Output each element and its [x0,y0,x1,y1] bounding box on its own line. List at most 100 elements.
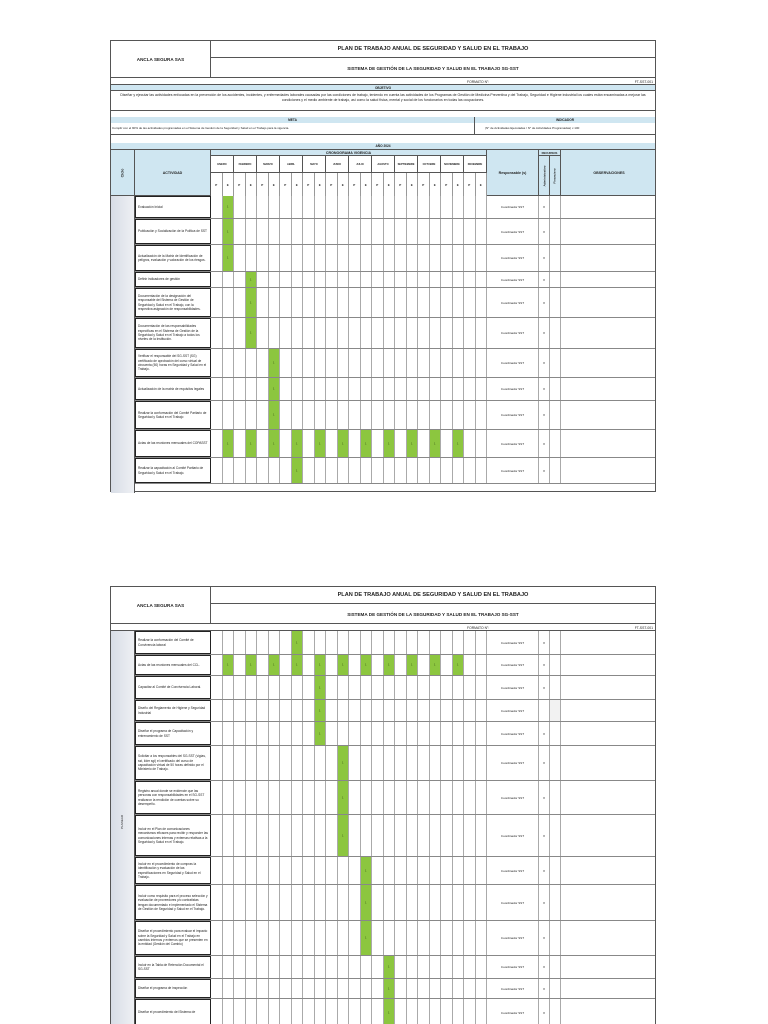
schedule-cell [315,781,326,814]
schedule-cell [303,700,315,721]
schedule-cell [211,746,223,780]
schedule-cell [303,956,315,978]
responsable-cell: Coordinador SST [487,781,539,814]
schedule-cell [453,676,464,699]
scheduled-cell: 1 [337,746,349,780]
executed-column-label: E [337,173,349,196]
schedule-cell [303,458,315,483]
activity-text: Actualización de la Matriz de Identifica… [138,253,206,262]
schedule-cell [441,318,453,348]
schedule-cell [464,815,476,856]
schedule-cell [476,857,487,884]
schedule-cell [338,999,349,1024]
plan-sheet-page-1: ANCLA SEGURA SAS PLAN DE TRABAJO ANUAL D… [110,40,656,493]
schedule-cell [453,815,464,856]
schedule-cell [384,815,395,856]
schedule-cell [211,979,223,998]
activity-cell: Documentación de la designación del resp… [135,288,211,317]
schedule-cell [395,245,407,271]
schedule-cell [326,722,338,745]
schedule-cell [257,979,269,998]
activity-text: Actas de las reuniones mensuales del COP… [138,441,208,446]
schedule-cell [338,378,349,400]
responsable-cell: Coordinador SST [487,288,539,317]
schedule-cell [464,245,476,271]
schedule-cell [280,318,292,348]
table-row: Realizar la conformación del Comité Pari… [135,401,655,430]
schedule-cell [246,815,257,856]
schedule-cell [453,781,464,814]
schedule-cell [326,318,338,348]
scheduled-cell: 1 [337,430,349,457]
responsable-cell: Coordinador SST [487,885,539,920]
schedule-cell [326,700,338,721]
schedule-cell [315,746,326,780]
schedule-cell [407,979,418,998]
schedule-cell [292,288,303,317]
schedule-cell [211,458,223,483]
activity-cell: Diseñar el procedimiento para evaluar el… [135,921,211,955]
schedule-cell [223,288,234,317]
administrativo-cell: x [539,349,550,377]
schedule-cell [372,815,384,856]
schedule-cell [384,219,395,244]
schedule-cell [441,999,453,1024]
schedule-cell [418,956,430,978]
activity-text: Verificar el responsable del SG-SST (SG)… [138,354,207,372]
schedule-cell [269,921,280,955]
table-row: Publicación y Socialización de la Políti… [135,219,655,245]
administrativo-cell: x [539,676,550,699]
schedule-cell [315,245,326,271]
schedule-cell [384,401,395,429]
activity-cell: Evaluación Inicial [135,196,211,218]
schedule-cell [257,815,269,856]
scheduled-cell: 1 [360,921,372,955]
schedule-cell [257,401,269,429]
schedule-cell [464,219,476,244]
schedule-cell [464,288,476,317]
schedule-cell [257,956,269,978]
observaciones-cell [561,815,655,856]
schedule-cell [430,885,441,920]
schedule-cell [361,979,372,998]
schedule-cell [280,219,292,244]
schedule-cell [441,921,453,955]
schedule-cell [361,288,372,317]
administrativo-cell: x [539,631,550,654]
schedule-cell [269,781,280,814]
schedule-cell [257,921,269,955]
schedule-cell [372,999,384,1024]
plan-title: PLAN DE TRABAJO ANUAL DE SEGURIDAD Y SAL… [211,587,655,604]
schedule-cell [269,676,280,699]
observaciones-cell [561,631,655,654]
schedule-cell [430,979,441,998]
administrativo-cell: x [539,815,550,856]
schedule-cell [234,288,246,317]
schedule-cell [441,700,453,721]
schedule-cell [303,885,315,920]
schedule-cell [372,458,384,483]
scheduled-cell: 1 [245,318,257,348]
schedule-cell [453,196,464,218]
schedule-cell [315,196,326,218]
schedule-cell [338,288,349,317]
schedule-cell [395,378,407,400]
schedule-cell [326,430,338,457]
schedule-cell [234,885,246,920]
schedule-cell [464,857,476,884]
schedule-cell [361,272,372,287]
schedule-cell [430,781,441,814]
activity-text: Incluir en el Plan de comunicaciones mec… [138,826,208,844]
schedule-cell [407,219,418,244]
schedule-cell [280,196,292,218]
schedule-cell [464,196,476,218]
activity-text: Realizar la conformación del Comité de C… [138,638,194,647]
schedule-cell [407,349,418,377]
table-row: Actas de las reuniones mensuales del CCL… [135,655,655,676]
company-name: ANCLA SEGURA SAS [111,41,211,78]
schedule-cell [349,700,361,721]
schedule-cell [211,815,223,856]
schedule-cell [234,219,246,244]
responsable-cell: Coordinador SST [487,272,539,287]
responsable-cell: Coordinador SST [487,631,539,654]
